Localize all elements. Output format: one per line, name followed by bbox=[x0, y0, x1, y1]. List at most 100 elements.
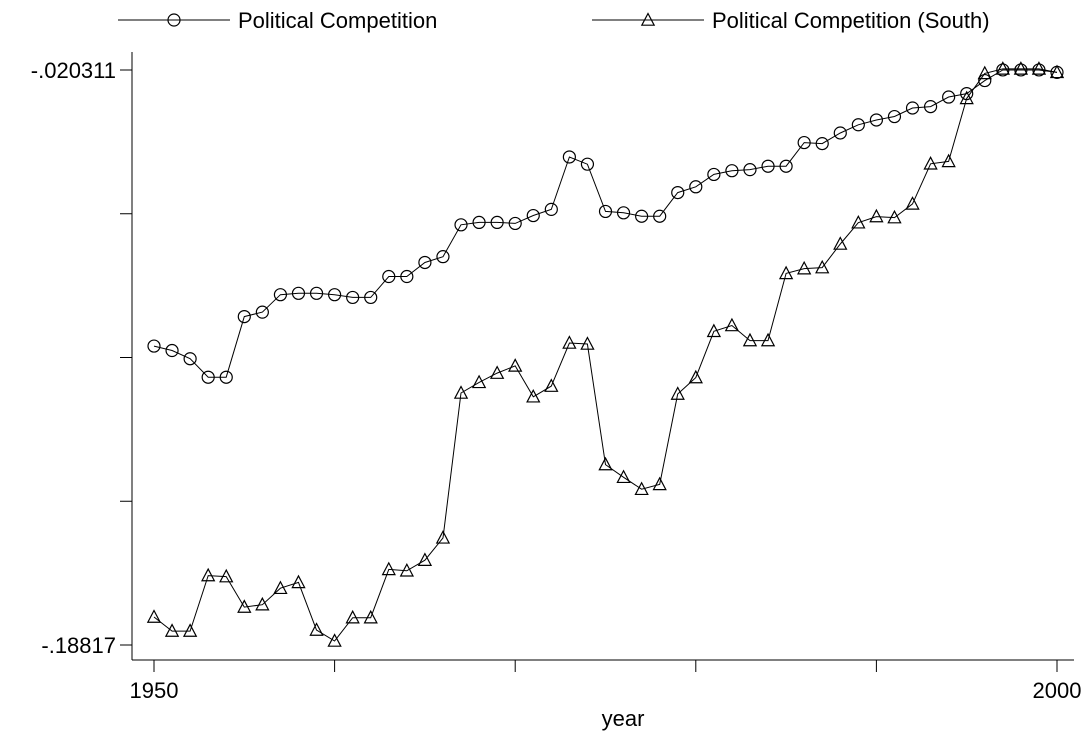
data-point bbox=[1013, 61, 1029, 75]
data-point bbox=[887, 209, 902, 224]
data-point bbox=[381, 561, 396, 576]
data-point bbox=[833, 126, 847, 140]
series-layer bbox=[146, 61, 1065, 647]
legend-label: Political Competition bbox=[238, 8, 437, 33]
data-point bbox=[273, 580, 288, 595]
axes bbox=[131, 52, 1074, 661]
data-point bbox=[670, 386, 685, 400]
data-point bbox=[544, 378, 559, 392]
legend-label: Political Competition (South) bbox=[712, 8, 990, 33]
data-point bbox=[724, 317, 740, 332]
data-point bbox=[851, 118, 865, 132]
data-point bbox=[725, 164, 739, 178]
data-point bbox=[418, 255, 432, 270]
x-tick-label: 1950 bbox=[130, 678, 179, 703]
y-tick-label: -.020311 bbox=[31, 58, 116, 83]
data-point bbox=[471, 374, 487, 389]
data-point bbox=[706, 323, 722, 338]
data-point bbox=[526, 388, 541, 403]
data-point bbox=[147, 339, 161, 353]
data-point bbox=[309, 622, 324, 636]
data-point bbox=[346, 290, 360, 305]
data-point bbox=[761, 159, 775, 173]
data-point bbox=[182, 623, 198, 637]
data-point bbox=[634, 481, 649, 496]
data-point bbox=[616, 469, 631, 484]
data-point bbox=[598, 456, 613, 471]
data-point bbox=[1031, 61, 1047, 75]
data-point bbox=[923, 156, 938, 170]
data-point bbox=[508, 358, 523, 372]
data-point bbox=[490, 215, 504, 229]
series-line bbox=[153, 68, 1058, 642]
data-point bbox=[562, 150, 576, 164]
y-tick-label: -.18817 bbox=[41, 633, 116, 658]
data-point bbox=[580, 157, 595, 171]
data-point bbox=[291, 574, 306, 589]
data-point bbox=[472, 215, 486, 229]
data-point bbox=[273, 288, 288, 302]
data-point bbox=[779, 159, 793, 173]
data-point bbox=[653, 209, 667, 223]
data-point bbox=[201, 370, 215, 384]
data-point bbox=[1014, 63, 1028, 77]
data-point bbox=[219, 370, 233, 384]
data-point bbox=[598, 204, 613, 219]
data-point bbox=[580, 336, 595, 350]
data-point bbox=[941, 153, 956, 168]
data-point bbox=[1049, 64, 1065, 79]
x-tick-label: 2000 bbox=[1033, 678, 1082, 703]
data-point bbox=[977, 65, 992, 80]
data-point bbox=[454, 218, 468, 232]
data-point bbox=[562, 335, 577, 349]
data-point bbox=[453, 385, 469, 399]
data-point bbox=[688, 369, 703, 384]
data-point bbox=[508, 216, 522, 231]
series-1 bbox=[147, 63, 1064, 384]
data-point bbox=[760, 332, 776, 347]
data-point bbox=[526, 208, 540, 223]
data-point bbox=[815, 137, 829, 151]
data-point bbox=[435, 530, 451, 544]
series-2 bbox=[146, 61, 1065, 647]
data-point bbox=[743, 163, 757, 177]
data-point bbox=[382, 269, 396, 284]
data-point bbox=[164, 623, 180, 637]
data-point bbox=[796, 260, 812, 275]
data-point bbox=[652, 476, 667, 491]
data-point bbox=[183, 352, 197, 366]
data-point bbox=[165, 343, 179, 358]
x-axis-label: year bbox=[602, 706, 645, 731]
data-point bbox=[436, 250, 450, 264]
legend-item: Political Competition bbox=[118, 8, 437, 33]
data-point bbox=[671, 185, 685, 200]
data-point bbox=[417, 552, 433, 566]
data-point bbox=[797, 135, 811, 150]
data-point bbox=[400, 269, 414, 284]
data-point bbox=[851, 214, 866, 229]
data-point bbox=[237, 309, 251, 324]
data-point bbox=[742, 332, 758, 347]
data-point bbox=[255, 596, 270, 611]
data-point bbox=[833, 236, 848, 250]
data-point bbox=[905, 101, 920, 115]
legend-marker bbox=[640, 12, 656, 26]
data-point bbox=[201, 567, 216, 582]
data-point bbox=[146, 609, 162, 623]
data-point bbox=[689, 180, 703, 194]
data-point bbox=[923, 100, 938, 114]
data-point bbox=[544, 202, 558, 216]
data-point bbox=[887, 109, 902, 124]
data-point bbox=[328, 288, 342, 302]
data-point bbox=[237, 599, 252, 613]
data-point bbox=[815, 259, 830, 274]
data-point bbox=[309, 286, 324, 300]
data-point bbox=[707, 167, 721, 182]
data-point bbox=[327, 633, 342, 647]
data-point bbox=[869, 208, 884, 223]
data-point bbox=[364, 290, 378, 305]
data-point bbox=[616, 206, 631, 220]
data-point bbox=[869, 113, 884, 127]
legend-marker bbox=[167, 13, 181, 27]
